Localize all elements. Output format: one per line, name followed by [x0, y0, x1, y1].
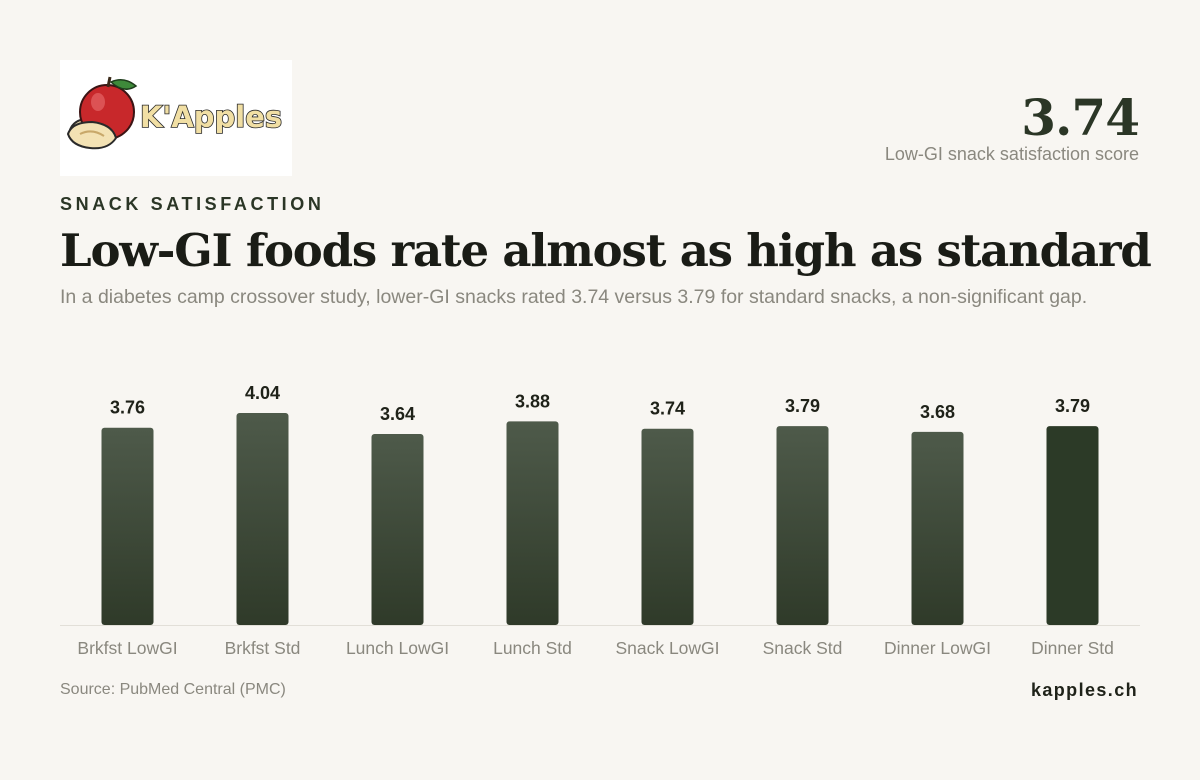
bar	[911, 431, 964, 625]
bar-chart: 3.76 Brkfst LowGI 4.04 Brkfst Std 3.64 Lunch …	[60, 383, 1140, 658]
page-title: Low-GI foods rate almost as high as stan…	[60, 224, 1152, 277]
x-tick-label: Snack Std	[763, 638, 843, 658]
data-label: 3.79	[785, 396, 820, 416]
site-link[interactable]: kapples.ch	[1030, 680, 1138, 700]
x-tick-label: Brkfst LowGI	[77, 638, 177, 658]
brand-logo: K'Apples	[60, 60, 292, 176]
bar	[641, 428, 694, 625]
logo-wordmark: K'Apples	[140, 100, 282, 134]
kpi-block: 3.74 Low-GI snack satisfaction score	[884, 88, 1140, 165]
data-label: 3.88	[515, 391, 550, 411]
kpi-label: Low-GI snack satisfaction score	[884, 144, 1139, 164]
kpi-value: 3.74	[1021, 88, 1140, 147]
x-tick-label: Lunch Std	[493, 638, 572, 658]
data-label: 3.79	[1055, 396, 1090, 416]
subtitle: In a diabetes camp crossover study, lowe…	[60, 286, 1088, 308]
x-tick-label: Dinner Std	[1031, 638, 1114, 658]
x-tick-label: Dinner LowGI	[884, 638, 991, 658]
data-label: 3.64	[380, 404, 415, 424]
data-label: 3.76	[110, 398, 145, 418]
data-label: 3.68	[920, 402, 955, 422]
data-label: 4.04	[245, 383, 280, 403]
bar	[506, 421, 559, 625]
bar	[371, 433, 424, 625]
bar	[236, 413, 289, 625]
x-tick-label: Snack LowGI	[615, 638, 719, 658]
data-label: 3.74	[650, 399, 685, 419]
x-tick-label: Brkfst Std	[225, 638, 301, 658]
bar	[101, 427, 154, 625]
leaf-icon	[109, 79, 138, 90]
x-tick-label: Lunch LowGI	[346, 638, 449, 658]
bar	[776, 426, 829, 625]
eyebrow: SNACK SATISFACTION	[60, 194, 325, 214]
bar	[1046, 426, 1099, 625]
source-note: Source: PubMed Central (PMC)	[60, 681, 286, 698]
